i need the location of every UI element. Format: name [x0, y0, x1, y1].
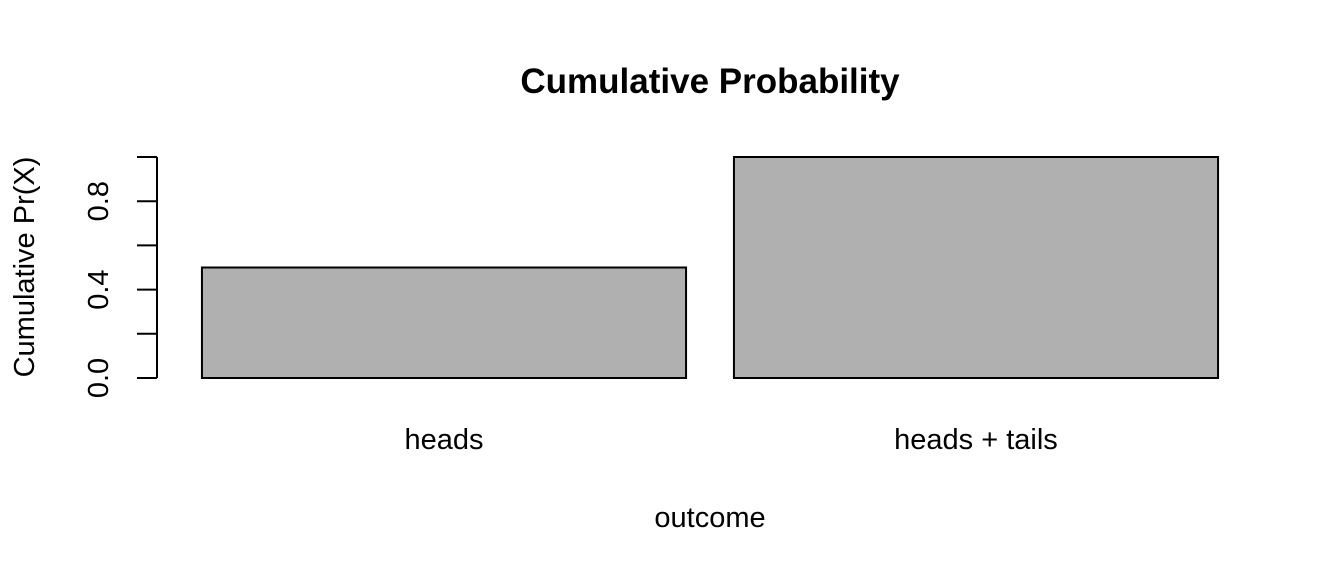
y-tick-label-1: 0.0 — [83, 358, 115, 398]
x-axis-label: outcome — [654, 502, 765, 534]
chart-title: Cumulative Probability — [520, 62, 900, 101]
category-labels: heads heads + tails — [404, 424, 1057, 456]
category-label-1: heads — [404, 424, 483, 456]
y-tick-label-3: 0.4 — [83, 269, 115, 309]
bar-2 — [732, 156, 1220, 379]
bars — [200, 156, 1220, 379]
bar-1 — [200, 266, 688, 379]
y-axis-label: Cumulative Pr(X) — [9, 157, 41, 378]
y-tick-label-5: 0.8 — [83, 181, 115, 221]
y-axis: 0.0 0.4 0.8 — [83, 156, 158, 398]
category-label-2: heads + tails — [894, 424, 1058, 456]
